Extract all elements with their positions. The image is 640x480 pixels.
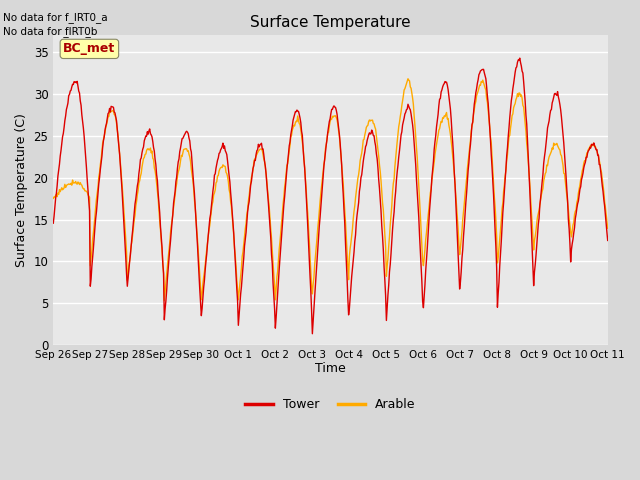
- Tower: [49, 220, 57, 226]
- Tower: [116, 162, 124, 168]
- Arable: [116, 160, 124, 166]
- Arable: [404, 76, 412, 82]
- Arable: [399, 98, 406, 104]
- Line: Tower: Tower: [53, 58, 608, 334]
- Arable: [60, 186, 67, 192]
- Tower: [516, 55, 524, 61]
- Tower: [202, 258, 210, 264]
- Text: BC_met: BC_met: [63, 42, 116, 55]
- X-axis label: Time: Time: [315, 361, 346, 374]
- Arable: [49, 195, 57, 201]
- Arable: [161, 298, 168, 303]
- Tower: [60, 131, 67, 136]
- Tower: [604, 238, 612, 243]
- Tower: [173, 174, 180, 180]
- Arable: [203, 247, 211, 253]
- Title: Surface Temperature: Surface Temperature: [250, 15, 411, 30]
- Arable: [604, 225, 612, 231]
- Tower: [308, 331, 316, 336]
- Text: No data for f̲IRT0̲b: No data for f̲IRT0̲b: [3, 26, 97, 37]
- Text: No data for f_IRT0_a: No data for f_IRT0_a: [3, 12, 108, 23]
- Line: Arable: Arable: [53, 79, 608, 300]
- Tower: [415, 215, 422, 220]
- Arable: [416, 198, 424, 204]
- Arable: [173, 173, 181, 179]
- Y-axis label: Surface Temperature (C): Surface Temperature (C): [15, 113, 28, 267]
- Legend: Tower, Arable: Tower, Arable: [240, 394, 421, 417]
- Tower: [399, 122, 406, 128]
